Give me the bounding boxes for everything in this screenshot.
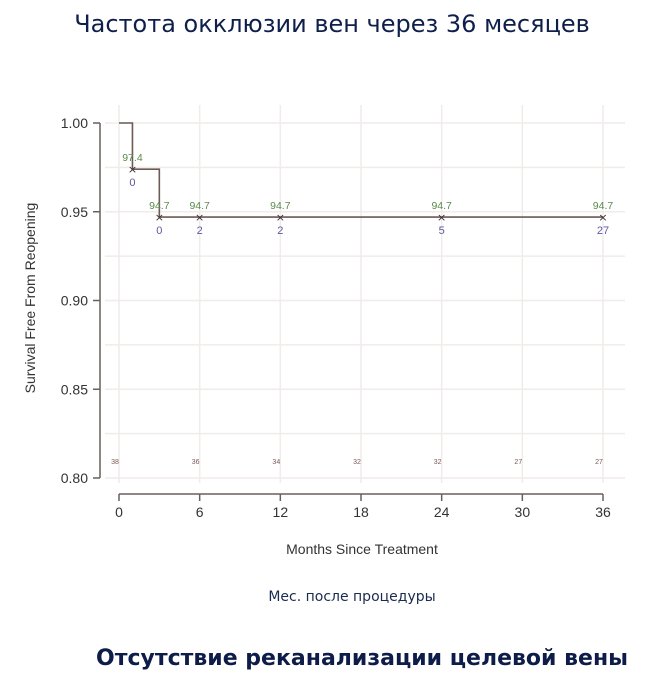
- at-risk-count: 34: [272, 459, 280, 466]
- censor-markers: ×97.40×94.70×94.72×94.72×94.75×94.727: [122, 152, 613, 237]
- censor-x-icon: ×: [195, 211, 204, 224]
- x-tick-label: 0: [115, 504, 123, 520]
- censored-count-label: 2: [197, 225, 203, 237]
- censored-count-label: 5: [439, 225, 445, 237]
- survival-percent-label: 94.7: [431, 200, 452, 212]
- step-line: [119, 122, 603, 218]
- at-risk-count: 38: [111, 459, 119, 466]
- x-tick-label: 18: [353, 504, 369, 520]
- chart-caption: Мес. после процедуры: [268, 589, 436, 605]
- censor-x-icon: ×: [276, 211, 285, 224]
- x-tick-label: 30: [515, 504, 531, 520]
- y-axis-label: Survival Free From Reopening: [22, 202, 38, 394]
- axes: 0.80 0.85 0.90 0.95 1.00 0 6 12 18 24 30 36: [61, 115, 611, 520]
- survival-percent-label: 97.4: [122, 152, 143, 164]
- x-tick-label: 24: [434, 504, 450, 520]
- y-tick-label: 0.90: [61, 293, 88, 309]
- grid-lines: [105, 105, 625, 483]
- y-tick-label: 0.95: [61, 204, 88, 220]
- censor-x-icon: ×: [155, 211, 164, 224]
- at-risk-count: 36: [192, 459, 200, 466]
- at-risk-count: 27: [595, 459, 603, 466]
- footer-heading: Отсутствие реканализации целевой вены: [96, 646, 629, 671]
- y-tick-label: 0.85: [61, 381, 88, 397]
- x-tick-label: 12: [273, 504, 289, 520]
- censored-count-label: 0: [156, 225, 162, 237]
- censored-count-label: 0: [129, 177, 135, 189]
- censored-count-label: 2: [277, 225, 283, 237]
- x-tick-label: 6: [196, 504, 204, 520]
- x-tick-label: 36: [595, 504, 611, 520]
- at-risk-count: 32: [353, 459, 361, 466]
- x-axis-label: Months Since Treatment: [286, 541, 438, 557]
- survival-percent-label: 94.7: [593, 200, 614, 212]
- survival-percent-label: 94.7: [189, 200, 210, 212]
- censor-x-icon: ×: [598, 211, 607, 224]
- at-risk-count: 32: [434, 459, 442, 466]
- y-tick-label: 1.00: [61, 115, 88, 131]
- at-risk-numbers: 38 36 34 32 32 27 27: [111, 459, 603, 466]
- y-tick-label: 0.80: [61, 470, 88, 486]
- censor-x-icon: ×: [437, 211, 446, 224]
- survival-curve: [119, 122, 603, 218]
- survival-percent-label: 94.7: [149, 200, 170, 212]
- survival-percent-label: 94.7: [270, 200, 291, 212]
- censor-x-icon: ×: [128, 163, 137, 176]
- at-risk-count: 27: [514, 459, 522, 466]
- censored-count-label: 27: [597, 225, 609, 237]
- page-title: Частота окклюзии вен через 36 месяцев: [74, 10, 590, 38]
